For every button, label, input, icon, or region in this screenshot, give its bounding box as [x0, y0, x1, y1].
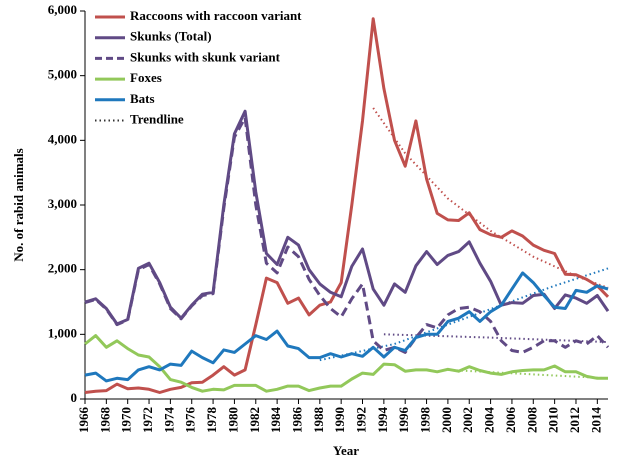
- x-axis-label: Year: [333, 443, 359, 458]
- x-tick-label: 1992: [353, 407, 368, 433]
- x-tick-label: 1994: [375, 407, 390, 434]
- x-tick-label: 1974: [161, 407, 176, 434]
- trendline: [319, 267, 609, 362]
- x-tick-label: 2014: [588, 407, 603, 434]
- x-tick-label: 1976: [183, 407, 198, 434]
- x-tick-label: 1986: [289, 407, 304, 434]
- y-axis-label: No. of rabid animals: [11, 148, 26, 261]
- trendline: [447, 368, 609, 380]
- x-tick-label: 2012: [567, 407, 582, 433]
- x-tick-label: 1970: [119, 407, 134, 433]
- legend-label: Trendline: [130, 111, 184, 126]
- legend-label: Bats: [130, 91, 155, 106]
- trendline: [372, 107, 609, 289]
- x-tick-label: 1968: [97, 407, 112, 434]
- trendline: [383, 333, 609, 344]
- x-tick-label: 2002: [460, 407, 475, 433]
- series-line: [84, 17, 610, 394]
- y-tick-label: 4,000: [48, 131, 77, 146]
- legend-label: Skunks with skunk variant: [130, 49, 281, 64]
- series-line: [84, 109, 610, 326]
- x-tick-label: 2008: [524, 407, 539, 434]
- y-tick-label: 3,000: [48, 196, 77, 211]
- series-line: [84, 116, 610, 354]
- y-tick-label: 2,000: [48, 261, 77, 276]
- legend-label: Skunks (Total): [130, 29, 212, 44]
- series-line: [84, 271, 609, 383]
- x-tick-label: 2004: [482, 406, 497, 433]
- y-tick-label: 6,000: [48, 2, 77, 17]
- x-tick-label: 2000: [439, 407, 454, 433]
- x-tick-label: 2010: [546, 407, 561, 433]
- y-tick-label: 1,000: [48, 325, 77, 340]
- x-tick-label: 2006: [503, 407, 518, 434]
- x-tick-label: 1988: [311, 407, 326, 434]
- x-tick-label: 1972: [140, 407, 155, 433]
- legend-label: Foxes: [130, 70, 162, 85]
- x-tick-label: 1998: [418, 407, 433, 434]
- x-tick-label: 1978: [204, 407, 219, 434]
- x-tick-label: 1990: [332, 407, 347, 433]
- y-tick-label: 0: [71, 390, 78, 405]
- legend-label: Raccoons with raccoon variant: [130, 8, 302, 23]
- x-tick-label: 1996: [396, 407, 411, 434]
- series-line: [84, 334, 608, 393]
- x-tick-label: 1966: [76, 407, 91, 434]
- x-tick-label: 1984: [268, 407, 283, 434]
- x-tick-label: 1982: [247, 407, 262, 433]
- y-tick-label: 5,000: [48, 67, 77, 82]
- x-tick-label: 1980: [225, 407, 240, 433]
